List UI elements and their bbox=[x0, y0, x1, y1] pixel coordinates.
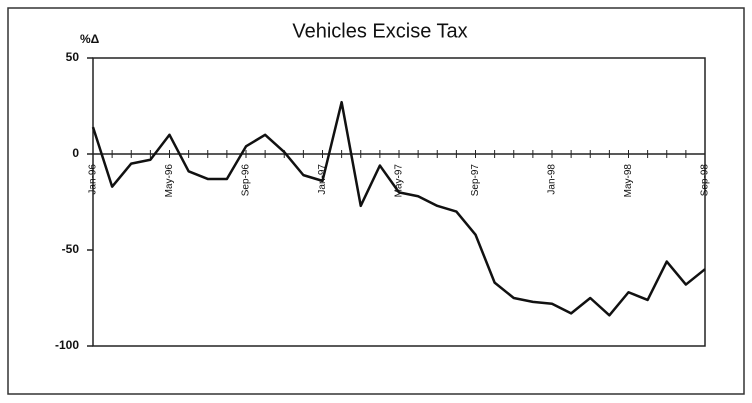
x-tick-label: Sep-96 bbox=[241, 164, 252, 197]
x-tick-label: May-97 bbox=[394, 164, 405, 198]
x-tick-label: Sep-98 bbox=[700, 164, 711, 197]
x-tick-label: May-96 bbox=[164, 164, 175, 198]
data-line bbox=[91, 100, 706, 317]
y-tick-label: 0 bbox=[72, 146, 79, 160]
chart-title: Vehicles Excise Tax bbox=[292, 20, 467, 42]
y-tick-label: -50 bbox=[62, 242, 80, 256]
x-tick-label: Sep-97 bbox=[470, 164, 481, 197]
y-tick-label: -100 bbox=[55, 338, 79, 352]
y-axis-label: %Δ bbox=[80, 32, 100, 46]
y-tick-label: 50 bbox=[66, 50, 80, 64]
x-tick-label: Jan-98 bbox=[547, 164, 558, 195]
plot-area bbox=[92, 57, 706, 347]
x-tick-label: May-98 bbox=[623, 164, 634, 198]
x-tick-label: Jan-96 bbox=[88, 164, 99, 195]
frame bbox=[7, 7, 745, 395]
